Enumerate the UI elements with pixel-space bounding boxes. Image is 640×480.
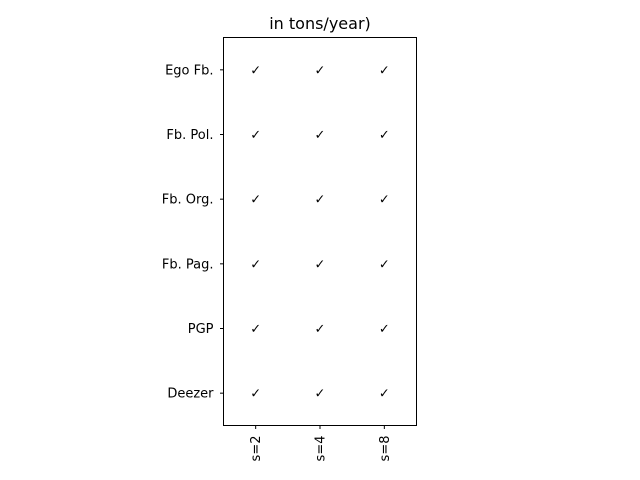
cell-check-mark: ✓ [250, 63, 261, 78]
cell-check-mark: ✓ [315, 193, 326, 208]
cell-check-mark: ✓ [379, 257, 390, 272]
cell-check-mark: ✓ [379, 322, 390, 337]
cell-check-mark: ✓ [379, 63, 390, 78]
y-tick-label: PGP [188, 322, 214, 337]
y-tick-label: Ego Fb. [165, 63, 213, 78]
y-tick-label: Deezer [167, 387, 214, 402]
cell-check-mark: ✓ [250, 387, 261, 402]
cell-check-mark: ✓ [379, 387, 390, 402]
x-tick-label: s=2 [249, 436, 264, 462]
cell-check-mark: ✓ [315, 128, 326, 143]
cell-check-mark: ✓ [250, 193, 261, 208]
x-tick-label: s=8 [378, 436, 393, 462]
y-tick-label: Fb. Org. [162, 193, 214, 208]
x-tick-label: s=4 [314, 436, 329, 462]
cell-check-mark: ✓ [379, 128, 390, 143]
cell-check-mark: ✓ [315, 257, 326, 272]
cell-check-mark: ✓ [315, 387, 326, 402]
cell-check-mark: ✓ [250, 257, 261, 272]
x-axis: s=2 s=4 s=8 [249, 425, 393, 462]
cell-check-mark: ✓ [250, 322, 261, 337]
y-tick-label: Fb. Pol. [166, 128, 213, 143]
y-tick-label: Fb. Pag. [162, 257, 214, 272]
chart-title: in tons/year) [269, 14, 371, 33]
cell-check-mark: ✓ [379, 193, 390, 208]
y-axis: Ego Fb. Fb. Pol. Fb. Org. Fb. Pag. PGP Deezer [162, 63, 224, 402]
cell-check-mark: ✓ [315, 322, 326, 337]
cell-check-mark: ✓ [315, 63, 326, 78]
cell-check-mark: ✓ [250, 128, 261, 143]
table-cells: ✓ ✓ ✓ ✓ ✓ ✓ ✓ ✓ ✓ ✓ ✓ ✓ ✓ ✓ ✓ ✓ ✓ ✓ [250, 63, 390, 401]
